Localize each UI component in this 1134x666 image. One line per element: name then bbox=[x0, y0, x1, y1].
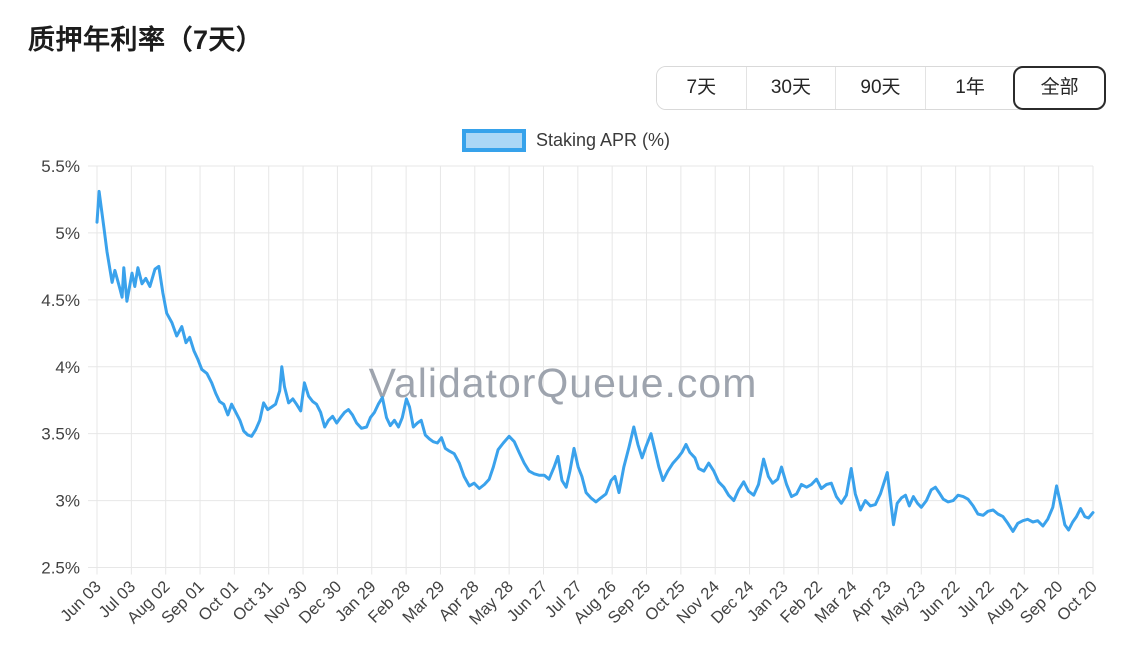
range-button-1y[interactable]: 1年 bbox=[924, 67, 1015, 109]
svg-text:4%: 4% bbox=[55, 358, 80, 377]
time-range-selector: 7天 30天 90天 1年 全部 bbox=[656, 66, 1106, 110]
page-title: 质押年利率（7天） bbox=[28, 25, 264, 55]
legend-item-staking-apr[interactable]: Staking APR (%) bbox=[462, 129, 670, 152]
svg-text:5%: 5% bbox=[55, 224, 80, 243]
range-button-90d[interactable]: 90天 bbox=[835, 67, 925, 109]
svg-text:5.5%: 5.5% bbox=[41, 157, 80, 176]
svg-text:3%: 3% bbox=[55, 492, 80, 511]
svg-text:4.5%: 4.5% bbox=[41, 291, 80, 310]
legend-label: Staking APR (%) bbox=[536, 130, 671, 150]
watermark: ValidatorQueue.com bbox=[369, 360, 758, 406]
range-button-7d[interactable]: 7天 bbox=[657, 67, 746, 109]
staking-apr-series-line bbox=[95, 189, 1095, 533]
legend-swatch bbox=[462, 129, 526, 152]
svg-text:3.5%: 3.5% bbox=[41, 425, 80, 444]
range-button-all[interactable]: 全部 bbox=[1013, 66, 1106, 110]
svg-text:2.5%: 2.5% bbox=[41, 559, 80, 578]
svg-text:Jun 03: Jun 03 bbox=[57, 578, 105, 626]
range-button-30d[interactable]: 30天 bbox=[745, 67, 836, 109]
